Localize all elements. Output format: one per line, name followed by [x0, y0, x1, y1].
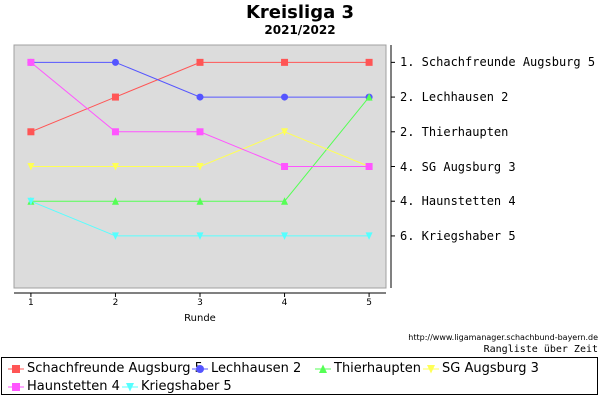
legend-label: Kriegshaber 5 — [141, 379, 232, 394]
legend-swatch — [8, 382, 24, 391]
legend-label: Thierhaupten — [334, 361, 421, 376]
x-tick-label: 4 — [281, 298, 288, 308]
data-point-0-0 — [27, 128, 35, 136]
data-point-2-1 — [111, 197, 119, 205]
x-axis-label: Runde — [184, 313, 216, 324]
data-point-0-4 — [365, 58, 373, 66]
plot-area — [13, 44, 395, 297]
data-point-4-0 — [27, 58, 35, 66]
data-point-3-1 — [111, 163, 119, 171]
x-tick-label: 2 — [112, 298, 119, 308]
data-point-1-3 — [281, 93, 289, 101]
data-point-0-1 — [111, 93, 119, 101]
legend-item: Schachfreunde Augsburg 5 — [8, 361, 203, 376]
legend-item: Lechhausen 2 — [192, 361, 301, 376]
data-point-2-3 — [281, 197, 289, 205]
legend-swatch — [423, 364, 439, 373]
data-point-1-2 — [196, 93, 204, 101]
x-tick-labels: 1 2 3 4 5 — [28, 298, 372, 308]
legend-item: Kriegshaber 5 — [122, 379, 232, 394]
data-point-3-0 — [27, 163, 35, 171]
data-point-5-2 — [196, 232, 204, 240]
data-point-4-2 — [196, 128, 204, 136]
data-point-3-3 — [281, 128, 289, 136]
data-point-4-3 — [281, 163, 289, 170]
chart-title: Kreisliga 3 — [245, 2, 355, 23]
data-point-5-0 — [27, 197, 35, 206]
data-point-4-4 — [365, 163, 373, 170]
data-point-5-4 — [365, 232, 373, 240]
data-point-5-1 — [111, 232, 119, 240]
data-point-5-3 — [281, 232, 289, 240]
data-point-2-4 — [365, 93, 373, 101]
data-point-2-2 — [196, 197, 204, 205]
chart-subtitle: 2021/2022 — [264, 23, 336, 37]
data-point-4-1 — [111, 128, 119, 136]
x-tick-label: 1 — [28, 298, 34, 308]
data-point-3-2 — [196, 163, 204, 171]
credit-url[interactable]: http://www.ligamanager.schachbund-bayern… — [408, 333, 598, 342]
legend-swatch — [122, 382, 138, 391]
legend-swatch — [315, 364, 331, 373]
legend-label: Haunstetten 4 — [27, 379, 120, 394]
x-tick-label: 3 — [197, 298, 203, 308]
data-point-0-3 — [281, 58, 289, 66]
legend-label: SG Augsburg 3 — [442, 361, 539, 376]
x-tick-label: 5 — [366, 298, 372, 308]
legend-item: Thierhaupten — [315, 361, 421, 376]
credit-note: Rangliste über Zeit — [483, 344, 598, 355]
legend-item: SG Augsburg 3 — [423, 361, 539, 376]
legend: Schachfreunde Augsburg 5 Lechhausen 2 Thie… — [1, 357, 598, 395]
legend-swatch — [8, 364, 24, 373]
legend-label: Lechhausen 2 — [211, 361, 302, 376]
data-point-0-2 — [196, 58, 204, 66]
legend-item: Haunstetten 4 — [8, 379, 120, 394]
legend-swatch — [192, 364, 208, 373]
data-point-1-1 — [111, 58, 119, 66]
legend-label: Schachfreunde Augsburg 5 — [27, 361, 203, 376]
